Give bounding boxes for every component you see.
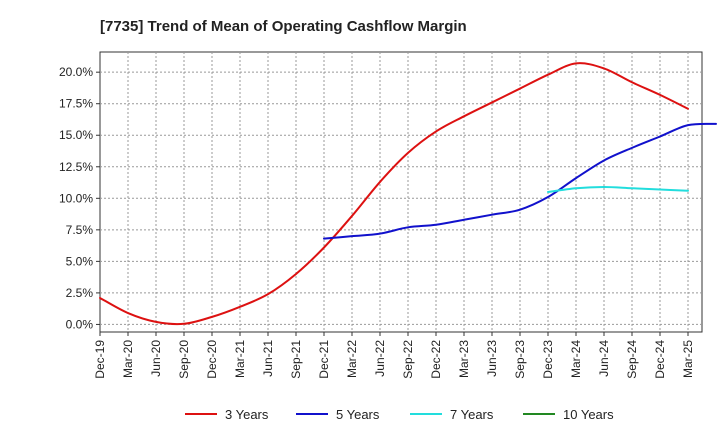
y-tick-label: 5.0% [66,254,94,268]
series-line-7-years [547,185,689,193]
x-tick-label: Jun-20 [149,340,163,377]
legend: 3 Years 5 Years 7 Years 10 Years [185,407,614,422]
x-tick-label: Dec-20 [205,340,219,379]
x-tick-label: Mar-25 [681,340,695,378]
x-tick-label: Dec-24 [653,340,667,379]
y-tick-label: 2.5% [66,286,94,300]
series-line-5-years [323,122,717,240]
x-tick-label: Dec-19 [93,340,107,379]
x-tick-label: Dec-23 [541,340,555,379]
y-tick-label: 12.5% [59,160,93,174]
x-tick-label: Mar-23 [457,340,471,378]
series-lines [99,62,717,326]
x-tick-label: Jun-21 [261,340,275,377]
x-tick-label: Jun-22 [373,340,387,377]
legend-label-10-years: 10 Years [563,407,614,422]
chart-title: [7735] Trend of Mean of Operating Cashfl… [100,18,467,35]
x-tick-label: Mar-22 [345,340,359,378]
x-tick-label: Mar-24 [569,340,583,378]
x-tick-label: Mar-21 [233,340,247,378]
x-tick-label: Sep-22 [401,340,415,379]
x-tick-label: Sep-21 [289,340,303,379]
x-tick-label: Sep-24 [625,340,639,379]
x-tick-label: Mar-20 [121,340,135,378]
grid-lines [100,52,702,332]
x-tick-label: Sep-23 [513,340,527,379]
x-tick-label: Sep-20 [177,340,191,379]
y-tick-label: 17.5% [59,97,93,111]
y-tick-label: 15.0% [59,128,93,142]
y-tick-label: 7.5% [66,223,94,237]
y-tick-label: 10.0% [59,191,93,205]
x-tick-label: Jun-23 [485,340,499,377]
y-tick-label: 20.0% [59,65,93,79]
x-tick-label: Dec-22 [429,340,443,379]
x-axis: Dec-19 Mar-20 Jun-20 Sep-20 Dec-20 Mar-21 Jun-… [93,332,695,379]
legend-label-5-years: 5 Years [336,407,380,422]
legend-label-3-years: 3 Years [225,407,269,422]
legend-label-7-years: 7 Years [450,407,494,422]
x-tick-label: Jun-24 [597,340,611,377]
plot-area [99,51,703,333]
y-tick-label: 0.0% [66,317,94,331]
series-line-3-years [99,62,689,326]
x-tick-label: Dec-21 [317,340,331,379]
y-axis: 0.0% 2.5% 5.0% 7.5% 10.0% 12.5% 15.0% 17.5% 20.0… [59,65,100,331]
